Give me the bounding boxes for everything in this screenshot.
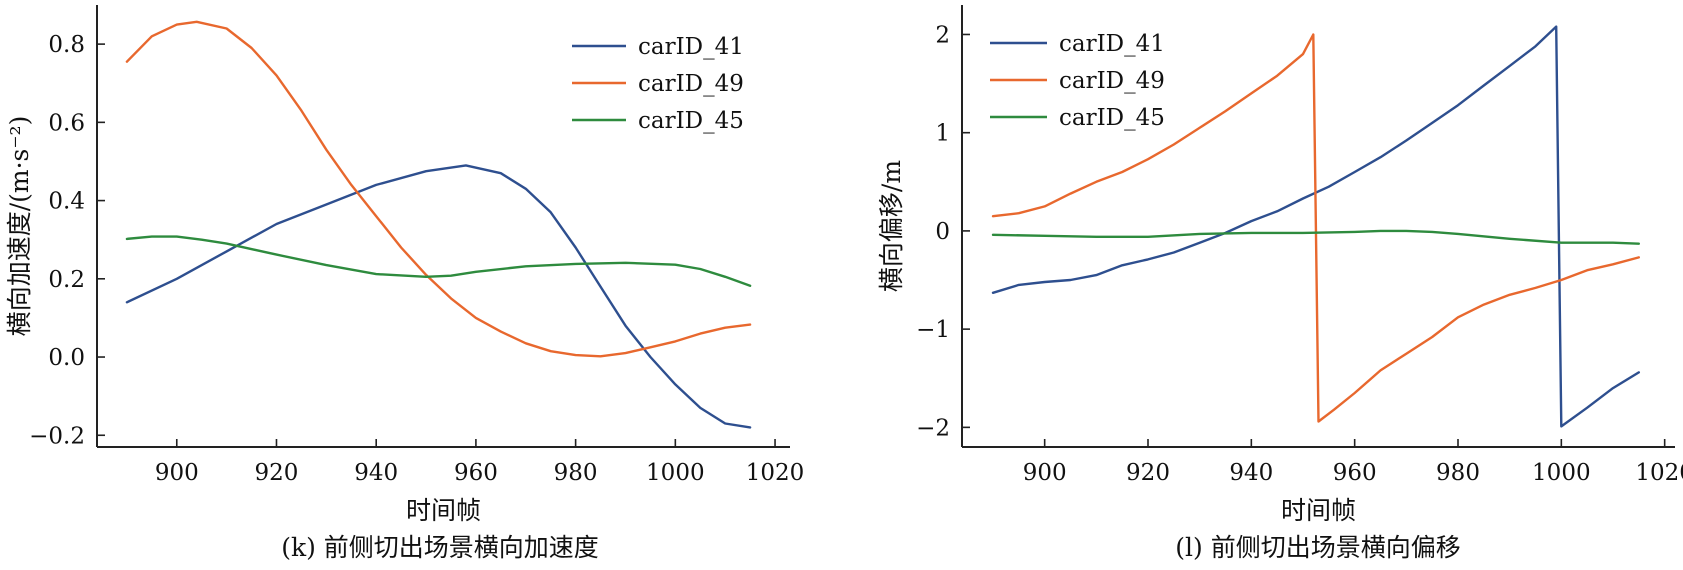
- y-tick-label: 0: [935, 219, 950, 245]
- y-tick-label: 0.6: [48, 110, 85, 136]
- x-tick-label: 960: [1333, 460, 1377, 486]
- legend-label-carID_45: carID_45: [1059, 105, 1165, 131]
- series-line-carID_49: [125, 20, 752, 358]
- x-tick-label: 940: [354, 460, 398, 486]
- y-tick-label: 0.2: [48, 267, 85, 293]
- y-axis-title: 横向加速度/(m·s⁻²): [5, 116, 34, 337]
- series-line-carID_49: [991, 33, 1640, 423]
- y-tick-label: 2: [935, 22, 950, 48]
- series-line-carID_45: [125, 235, 752, 287]
- chart-panel-l: 900 920 940 960 980 1000 1020 −2 −1 0 1 2 时间帧 横向偏移/m c…: [877, 5, 1683, 525]
- chart-panel-k: 900 920 940 960 980 1000 1020 −0.2 0.0 0.2 0.4 0.6 0…: [5, 5, 804, 525]
- x-tick-label: 1000: [1532, 460, 1591, 486]
- x-tick-label: 1020: [1635, 460, 1683, 486]
- legend-label-carID_45: carID_45: [638, 108, 744, 134]
- y-tick-label: −2: [916, 415, 950, 441]
- y-tick-label: 0.8: [48, 32, 85, 58]
- y-tick-label: −1: [916, 317, 950, 343]
- x-axis-title: 时间帧: [406, 496, 481, 525]
- legend-label-carID_41: carID_41: [1059, 31, 1165, 57]
- x-tick-label: 900: [155, 460, 199, 486]
- x-tick-label: 980: [1436, 460, 1480, 486]
- series-line-carID_41: [991, 25, 1640, 428]
- x-tick-label: 980: [554, 460, 598, 486]
- caption-l: (l) 前侧切出场景横向偏移: [1175, 533, 1460, 562]
- legend-label-carID_49: carID_49: [638, 71, 744, 97]
- x-tick-label: 920: [1126, 460, 1170, 486]
- x-tick-label: 940: [1229, 460, 1273, 486]
- caption-k: (k) 前侧切出场景横向加速度: [281, 533, 599, 562]
- series-line-carID_41: [125, 164, 752, 429]
- y-tick-label: −0.2: [29, 423, 85, 449]
- y-axis-title: 横向偏移/m: [877, 160, 906, 292]
- series-line-carID_45: [991, 229, 1640, 245]
- y-tick-label: 0.4: [48, 189, 85, 215]
- x-tick-label: 920: [255, 460, 299, 486]
- x-tick-label: 1000: [646, 460, 705, 486]
- x-axis-title: 时间帧: [1281, 496, 1356, 525]
- y-tick-label: 1: [935, 121, 950, 147]
- legend-label-carID_41: carID_41: [638, 34, 744, 60]
- y-tick-label: 0.0: [48, 345, 85, 371]
- x-tick-label: 1020: [746, 460, 805, 486]
- x-tick-label: 900: [1023, 460, 1067, 486]
- legend-label-carID_49: carID_49: [1059, 68, 1165, 94]
- x-tick-label: 960: [454, 460, 498, 486]
